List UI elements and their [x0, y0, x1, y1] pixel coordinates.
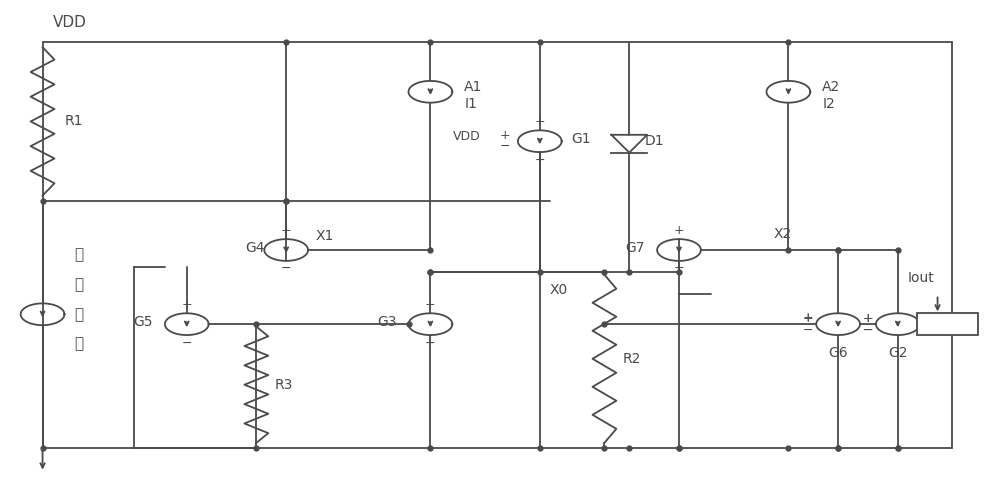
Text: +: + — [425, 298, 436, 311]
Text: A1: A1 — [464, 80, 483, 94]
Text: X1: X1 — [316, 228, 334, 242]
Text: −: − — [674, 262, 684, 276]
FancyBboxPatch shape — [917, 314, 978, 335]
Text: G3: G3 — [377, 314, 397, 328]
Text: R2: R2 — [622, 352, 641, 366]
Text: G2: G2 — [888, 346, 908, 360]
Text: D1: D1 — [644, 134, 664, 148]
Text: +: + — [181, 298, 192, 311]
Text: OUT: OUT — [933, 318, 962, 330]
Text: 元: 元 — [74, 336, 84, 351]
Text: −: − — [425, 336, 436, 349]
Text: +: + — [534, 115, 545, 128]
Text: −: − — [922, 324, 933, 336]
Text: −: − — [281, 262, 291, 276]
Text: R1: R1 — [64, 114, 83, 128]
Text: I1: I1 — [464, 97, 477, 111]
Text: G6: G6 — [828, 346, 848, 360]
Text: +: + — [863, 312, 873, 324]
Text: −: − — [182, 336, 192, 349]
Text: G1: G1 — [572, 132, 591, 146]
Text: A2: A2 — [822, 80, 840, 94]
Text: R3: R3 — [274, 378, 293, 392]
Text: 单: 单 — [74, 307, 84, 322]
Text: +: + — [803, 312, 814, 324]
Text: −: − — [535, 154, 545, 166]
Text: VDD: VDD — [453, 130, 481, 143]
Text: +: + — [803, 311, 814, 324]
Text: −: − — [803, 324, 814, 336]
Text: Iout: Iout — [908, 270, 934, 284]
Text: VDD: VDD — [53, 15, 86, 30]
Text: G4: G4 — [245, 240, 264, 254]
Text: −: − — [863, 324, 873, 336]
Text: −: − — [499, 140, 510, 153]
Text: +: + — [281, 224, 292, 236]
Text: 测: 测 — [74, 277, 84, 292]
Text: G5: G5 — [133, 314, 153, 328]
Text: X0: X0 — [550, 283, 568, 297]
Text: +: + — [863, 312, 873, 324]
Text: 待: 待 — [74, 248, 84, 262]
Text: +: + — [922, 312, 933, 324]
Text: +: + — [674, 224, 684, 236]
Text: −: − — [863, 324, 873, 336]
Text: +: + — [499, 130, 510, 142]
Text: X2: X2 — [773, 227, 792, 241]
Text: G7: G7 — [626, 240, 645, 254]
Text: I2: I2 — [822, 97, 835, 111]
